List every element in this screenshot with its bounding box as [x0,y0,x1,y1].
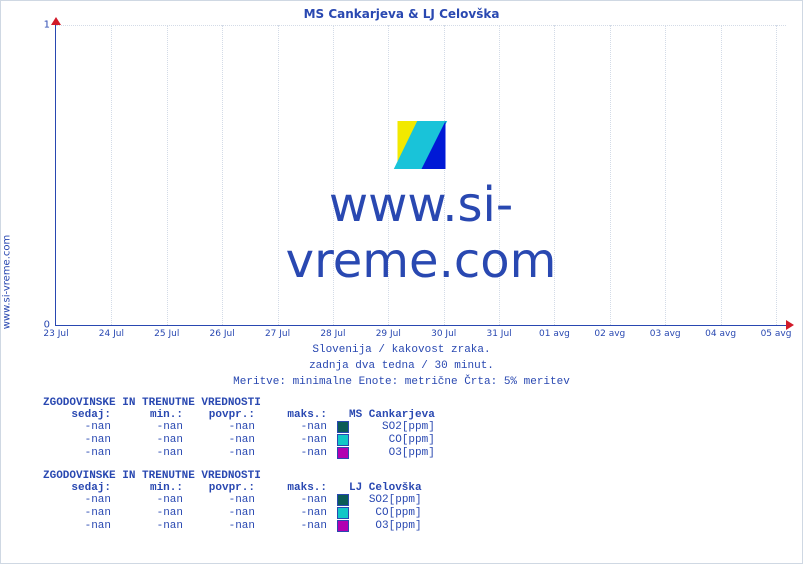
table-cell: -nan [255,520,327,533]
table-cell: -nan [183,507,255,520]
table-cell: -nan [43,494,111,507]
x-tick-label: 05 avg [761,325,792,339]
series-label: O3[ppm] [349,447,435,460]
series-swatch-icon [337,447,349,459]
x-tick-label: 27 Jul [265,325,290,339]
series-swatch-icon [337,507,349,519]
table-cell: -nan [43,520,111,533]
x-tick-label: 25 Jul [154,325,179,339]
table-col-header: maks.: [255,409,327,421]
table-row: -nan-nan-nan-nanO3[ppm] [43,520,422,533]
table-cell: -nan [111,447,183,460]
data-tables: ZGODOVINSKE IN TRENUTNE VREDNOSTIsedaj:m… [43,397,435,542]
x-tick-label: 24 Jul [99,325,124,339]
station-name: LJ Celovška [349,482,422,494]
x-tick-label: 04 avg [705,325,736,339]
table-col-header: min.: [111,409,183,421]
table-row: -nan-nan-nan-nanSO2[ppm] [43,494,422,507]
watermark-logo-icon [397,121,445,169]
site-label: www.si-vreme.com [2,235,13,330]
table-cell: -nan [111,421,183,434]
series-label: SO2[ppm] [349,494,422,507]
series-label: CO[ppm] [349,507,422,520]
table-col-header: sedaj: [43,409,111,421]
table-cell: -nan [111,507,183,520]
x-tick-label: 02 avg [594,325,625,339]
table-col-header: povpr.: [183,482,255,494]
table-cell: -nan [183,520,255,533]
chart-title: MS Cankarjeva & LJ Celovška [1,7,802,21]
series-swatch-icon [337,421,349,433]
table-cell: -nan [43,434,111,447]
caption-line-3: Meritve: minimalne Enote: metrične Črta:… [1,375,802,391]
table-col-header: min.: [111,482,183,494]
watermark-text: www.si-vreme.com [286,177,557,289]
y-tick-label: 1 [44,20,56,31]
series-swatch-icon [337,494,349,506]
table-cell: -nan [183,421,255,434]
x-tick-label: 29 Jul [376,325,401,339]
watermark: www.si-vreme.com [239,121,604,289]
caption-line-1: Slovenija / kakovost zraka. [1,343,802,359]
table-cell: -nan [43,507,111,520]
table-cell: -nan [255,507,327,520]
table-cell: -nan [183,434,255,447]
x-tick-label: 03 avg [650,325,681,339]
station-table: ZGODOVINSKE IN TRENUTNE VREDNOSTIsedaj:m… [43,397,435,460]
table-col-header: sedaj: [43,482,111,494]
table-cell: -nan [43,447,111,460]
caption-line-2: zadnja dva tedna / 30 minut. [1,359,802,375]
station-table: ZGODOVINSKE IN TRENUTNE VREDNOSTIsedaj:m… [43,470,435,533]
table-col-header: povpr.: [183,409,255,421]
x-tick-label: 28 Jul [320,325,345,339]
chart-caption: Slovenija / kakovost zraka. zadnja dva t… [1,343,802,391]
table-header: ZGODOVINSKE IN TRENUTNE VREDNOSTI [43,397,435,409]
table-row: -nan-nan-nan-nanCO[ppm] [43,434,435,447]
x-tick-label: 23 Jul [43,325,68,339]
table-row: -nan-nan-nan-nanO3[ppm] [43,447,435,460]
table-cell: -nan [183,494,255,507]
table-cell: -nan [255,434,327,447]
x-tick-label: 30 Jul [431,325,456,339]
x-tick-label: 01 avg [539,325,570,339]
chart-container: { "site_label": "www.si-vreme.com", "tit… [0,0,803,564]
table-cell: -nan [183,447,255,460]
table-cell: -nan [255,421,327,434]
table-cell: -nan [111,434,183,447]
series-swatch-icon [337,520,349,532]
plot-area: 01 23 Jul24 Jul25 Jul26 Jul27 Jul28 Jul2… [55,25,786,326]
table-cell: -nan [255,494,327,507]
series-label: CO[ppm] [349,434,435,447]
table-cell: -nan [255,447,327,460]
table-col-header: maks.: [255,482,327,494]
table-cell: -nan [43,421,111,434]
table-cell: -nan [111,494,183,507]
series-label: O3[ppm] [349,520,422,533]
table-header: ZGODOVINSKE IN TRENUTNE VREDNOSTI [43,470,435,482]
table-row: -nan-nan-nan-nanSO2[ppm] [43,421,435,434]
x-tick-label: 31 Jul [486,325,511,339]
series-swatch-icon [337,434,349,446]
series-label: SO2[ppm] [349,421,435,434]
table-row: -nan-nan-nan-nanCO[ppm] [43,507,422,520]
table-cell: -nan [111,520,183,533]
x-tick-label: 26 Jul [210,325,235,339]
station-name: MS Cankarjeva [349,409,435,421]
